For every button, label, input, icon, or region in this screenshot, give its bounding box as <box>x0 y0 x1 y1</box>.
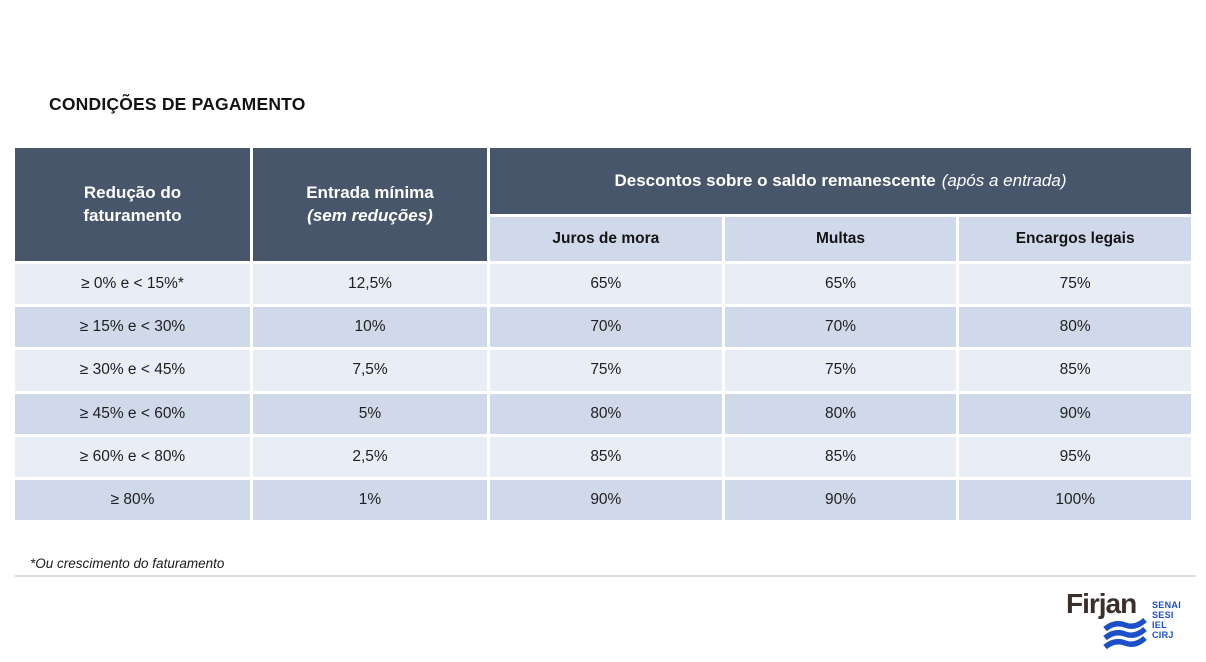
table-cell: 75% <box>959 264 1191 305</box>
table-cell: 1% <box>253 479 487 520</box>
table-cell: ≥ 0% e < 15%* <box>15 264 250 305</box>
firjan-entities-list: SENAI SESI IEL CIRJ <box>1152 600 1181 640</box>
table-cell: 7,5% <box>253 350 487 391</box>
firjan-brand-text: Firjan <box>1066 588 1137 619</box>
table-cell: 2,5% <box>253 436 487 477</box>
table-cell: 10% <box>253 307 487 348</box>
table-cell: ≥ 80% <box>15 479 250 520</box>
header-reduction: Redução do faturamento <box>15 148 250 261</box>
firjan-logo: Firjan SENAI SESI IEL CIRJ <box>1060 586 1196 652</box>
table-cell: 80% <box>490 393 722 434</box>
table-cell: 90% <box>959 393 1191 434</box>
table-cell: 85% <box>724 436 957 477</box>
table-cell: 100% <box>959 479 1191 520</box>
subheader-encargos-legais: Encargos legais <box>959 217 1191 261</box>
table-cell: 65% <box>724 264 957 305</box>
table-cell: 70% <box>490 307 722 348</box>
header-entry-line1: Entrada mínima <box>306 183 434 203</box>
header-discounts-group: Descontos sobre o saldo remanescente (ap… <box>490 148 1191 214</box>
table-cell: 75% <box>724 350 957 391</box>
table-cell: 90% <box>490 479 722 520</box>
entity-iel: IEL <box>1152 620 1167 630</box>
header-discounts-note: (após a entrada) <box>941 170 1067 190</box>
entity-sesi: SESI <box>1152 610 1174 620</box>
header-entry-line2: (sem reduções) <box>307 205 433 225</box>
header-reduction-line1: Redução do <box>83 183 182 203</box>
table-cell: 80% <box>724 393 957 434</box>
header-entry: Entrada mínima (sem reduções) <box>253 148 487 261</box>
table-cell: ≥ 15% e < 30% <box>15 307 250 348</box>
subheader-juros-de-mora: Juros de mora <box>490 217 722 261</box>
waves-icon <box>1103 617 1147 650</box>
page-title: CONDIÇÕES DE PAGAMENTO <box>49 94 306 114</box>
payment-conditions-table: Redução do faturamento Entrada mínima (s… <box>15 148 1191 520</box>
table-cell: 75% <box>490 350 722 391</box>
table-cell: 65% <box>490 264 722 305</box>
table-cell: 70% <box>724 307 957 348</box>
table-cell: 95% <box>959 436 1191 477</box>
table-cell: 85% <box>959 350 1191 391</box>
entity-cirj: CIRJ <box>1152 630 1174 640</box>
entity-senai: SENAI <box>1152 600 1182 610</box>
divider-rule <box>15 575 1196 577</box>
header-discounts-main: Descontos sobre o saldo remanescente <box>614 170 936 190</box>
table-cell: 80% <box>959 307 1191 348</box>
table-cell: 5% <box>253 393 487 434</box>
subheader-multas: Multas <box>724 217 957 261</box>
table-cell: ≥ 30% e < 45% <box>15 350 250 391</box>
header-reduction-line2: faturamento <box>83 205 182 225</box>
table-cell: 12,5% <box>253 264 487 305</box>
table-cell: ≥ 60% e < 80% <box>15 436 250 477</box>
footnote: *Ou crescimento do faturamento <box>30 556 225 571</box>
table-cell: ≥ 45% e < 60% <box>15 393 250 434</box>
table-cell: 90% <box>724 479 957 520</box>
table-cell: 85% <box>490 436 722 477</box>
